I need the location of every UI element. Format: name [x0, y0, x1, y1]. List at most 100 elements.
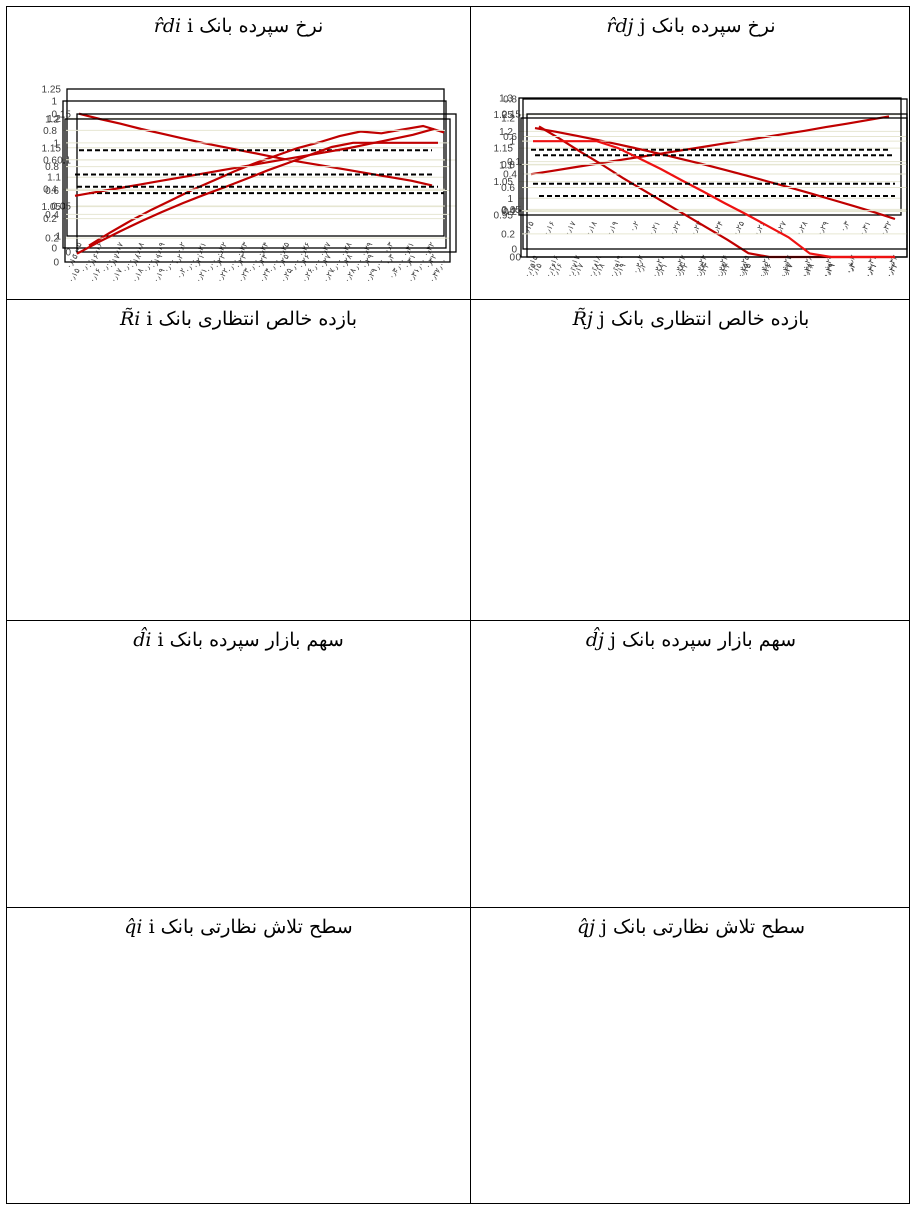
chart-q-j: 00.20.40.60.811.2۰٫۱۵ ۰٫۱۶ ۰٫۱۷ ۰٫۱۸ ۰٫۱۹ ۰٫۲…: [501, 114, 908, 279]
plot-frame: [76, 113, 457, 253]
chart-title: سهم بازار سپرده بانک j d̂j: [585, 629, 797, 651]
x-tick-label: ۰٫۱۷: [562, 219, 578, 238]
y-tick-label: 0.6: [503, 132, 517, 143]
y-tick-label: 0: [51, 244, 57, 255]
y-tick-label: 1: [509, 137, 515, 148]
x-tick-label: ۰٫۲۷: [773, 219, 789, 238]
series-line: [88, 124, 445, 247]
y-tick-label: 0.4: [503, 170, 517, 181]
x-tick-label: ۰٫۱۹: [604, 220, 620, 238]
y-tick-label: 0: [53, 258, 59, 269]
y-tick-label: 0.4: [45, 210, 59, 221]
x-tick-label: ۰٫۲۱: [647, 220, 663, 238]
y-tick-label: 0.6: [45, 186, 59, 197]
y-tick-label: 1: [55, 232, 61, 243]
chart-title: نرخ سپرده بانک i r̂di: [153, 15, 324, 37]
y-tick-label: 1.15: [494, 144, 514, 155]
y-tick-label: 1: [507, 194, 513, 205]
y-tick-label: 1.2: [501, 114, 515, 125]
plot-frame: [62, 100, 447, 249]
row-divider: [7, 299, 909, 300]
chart-title: سطح تلاش نظارتی بانک i q̂i: [124, 916, 353, 938]
y-tick-label: 1.2: [47, 114, 61, 125]
chart-cell-q-i: سطح تلاش نظارتی بانک i q̂i 0 0.2 0.4 0.6 0.8…: [7, 115, 470, 1204]
y-tick-label: 0.8: [501, 160, 515, 171]
y-tick-label: 1: [53, 138, 59, 149]
plot-frame: [518, 97, 902, 216]
x-tick-label: ۰٫۳۱: [857, 220, 873, 238]
y-tick-label: 0.4: [501, 206, 515, 217]
x-tick-label: ۰٫۲۲: [668, 220, 684, 238]
x-tick-label: ۰٫۲: [628, 220, 641, 234]
series-line: [534, 127, 896, 221]
series-line: [533, 140, 895, 259]
y-tick-label: 1: [51, 97, 57, 108]
plot-frame: [520, 117, 908, 258]
x-tick-label: ۰٫۳۲: [878, 220, 894, 238]
y-tick-label: 0.8: [45, 162, 59, 173]
chart-d-j: 00.20.40.60.8۰٫۱۵ ۰٫۱۶ ۰٫۱۷ ۰٫۱۸ ۰٫۱۹ ۰٫۲ ۰٫۲۱…: [503, 95, 908, 271]
chart-grid-table: نرخ سپرده بانک i r̂di 1 1.05 1.1 1.15 1.2 1.2…: [6, 6, 910, 1204]
y-tick-label: 1.05: [494, 177, 514, 188]
chart-cell-d-i: سهم بازار سپرده بانک i d̂i 0 0.2 0.4 0.6 0.8…: [7, 97, 470, 907]
chart-title: بازده خالص انتظاری بانک j R̃j: [572, 308, 810, 330]
chart-d-i: 00.20.40.60.81۰٫۱۵ ۰٫۱۶ ۰٫۱۷ ۰٫۱۸ ۰٫۱۹ ۰٫۲ ۰٫۲…: [43, 97, 447, 270]
y-tick-label: 0.1: [57, 156, 71, 167]
chart-title: سهم بازار سپرده بانک i d̂i: [133, 629, 344, 651]
y-tick-label: 0.05: [502, 205, 522, 216]
chart-cell-R-j: بازده خالص انتظاری بانک j R̃j 0 0.05 0.1 0.…: [471, 110, 911, 620]
y-tick-label: 1.2: [499, 127, 513, 138]
row-divider: [7, 620, 909, 621]
y-tick-label: 0.05: [52, 202, 72, 213]
y-tick-label: 0: [515, 253, 521, 264]
row-divider: [7, 907, 909, 908]
chart-cell-d-j: سهم بازار سپرده بانک j d̂j 0 0.2 0.4 0.6 0.8…: [471, 95, 911, 907]
x-tick-label: ۰٫۱۶: [541, 220, 557, 238]
y-tick-label: 0.6: [501, 183, 515, 194]
y-tick-label: 1.15: [42, 143, 62, 154]
y-tick-label: 0: [509, 253, 515, 264]
y-tick-label: 0.2: [503, 207, 517, 218]
y-tick-label: 0.6: [43, 155, 57, 166]
y-tick-label: 0.15: [502, 110, 522, 121]
y-tick-label: 1.1: [47, 173, 61, 184]
y-tick-label: 0.2: [43, 214, 57, 225]
y-tick-label: 0.2: [501, 229, 515, 240]
y-tick-label: 0.8: [503, 95, 517, 106]
chart-title: سطح تلاش نظارتی بانک j q̂j: [576, 916, 806, 938]
x-tick-label: ۰٫۲۵: [731, 220, 747, 238]
y-tick-label: 1.2: [45, 115, 59, 126]
y-tick-label: 1.05: [42, 202, 62, 213]
y-tick-label: 0.95: [494, 211, 514, 222]
series-line: [76, 141, 438, 255]
chart-cell-q-j: سطح تلاش نظارتی بانک j q̂j 0 0.2 0.4 0.6 0.8…: [471, 114, 911, 1204]
chart-cell-rd-j: نرخ سپرده بانک j r̂dj 0.95 1 1.05 1.1 1.15 1.…: [471, 7, 911, 299]
plot-frame: [66, 88, 445, 237]
y-tick-label: 0.8: [43, 126, 57, 137]
chart-R-j: 00.050.10.15۰٫۱۵ ۰٫۱۶ ۰٫۱۷ ۰٫۱۸ ۰٫۱۹ ۰٫۲ ۰٫۲۱ ۰…: [502, 110, 908, 279]
chart-cell-R-i: بازده خالص انتظاری بانک i R̃i 0 0.05 0.1 0.…: [7, 110, 470, 620]
column-divider: [470, 7, 471, 1203]
y-tick-label: 1.1: [499, 160, 513, 171]
x-tick-label: ۰٫۲۸: [794, 219, 810, 238]
y-tick-label: 0.2: [45, 234, 59, 245]
y-tick-label: 0.1: [507, 157, 521, 168]
y-tick-label: 1.25: [494, 110, 514, 121]
chart-title: بازده خالص انتظاری بانک i R̃i: [119, 308, 358, 330]
y-tick-label: 0: [511, 245, 517, 256]
plot-frame: [64, 118, 451, 263]
chart-cell-rd-i: نرخ سپرده بانک i r̂di 1 1.05 1.1 1.15 1.2 1.2…: [7, 7, 470, 299]
x-tick-label: ۰٫۲۹: [815, 220, 831, 238]
x-tick-label: ۰٫۱۸: [583, 219, 599, 238]
y-tick-label: 0.15: [52, 110, 72, 121]
chart-rd-i: 11.051.11.151.21.25۰٫۱۵ ۰٫۱۶ ۰٫۱۷ ۰٫۱۸ ۰٫۱۹ ۰…: [42, 85, 445, 258]
y-tick-label: 1.3: [499, 94, 513, 105]
chart-R-i: 00.050.10.15۰٫۰۰ ۰٫۰۰ ۰٫۰۰ ۰٫۰۰ ۰٫۰۰ ۰٫۰۰ ۰٫۰۰…: [52, 110, 457, 274]
x-tick-label: ۰٫۳: [838, 219, 852, 234]
y-tick-label: 0.4: [43, 185, 57, 196]
chart-title: نرخ سپرده بانک j r̂dj: [606, 15, 776, 37]
y-tick-label: 0: [65, 248, 71, 259]
y-tick-label: 1.25: [42, 85, 62, 96]
chart-q-i: 00.20.40.60.811.2۰٫۱۵ ۰٫۱۶ ۰٫۱۷ ۰٫۱۸ ۰٫۱۹ ۰٫۲…: [45, 115, 451, 284]
